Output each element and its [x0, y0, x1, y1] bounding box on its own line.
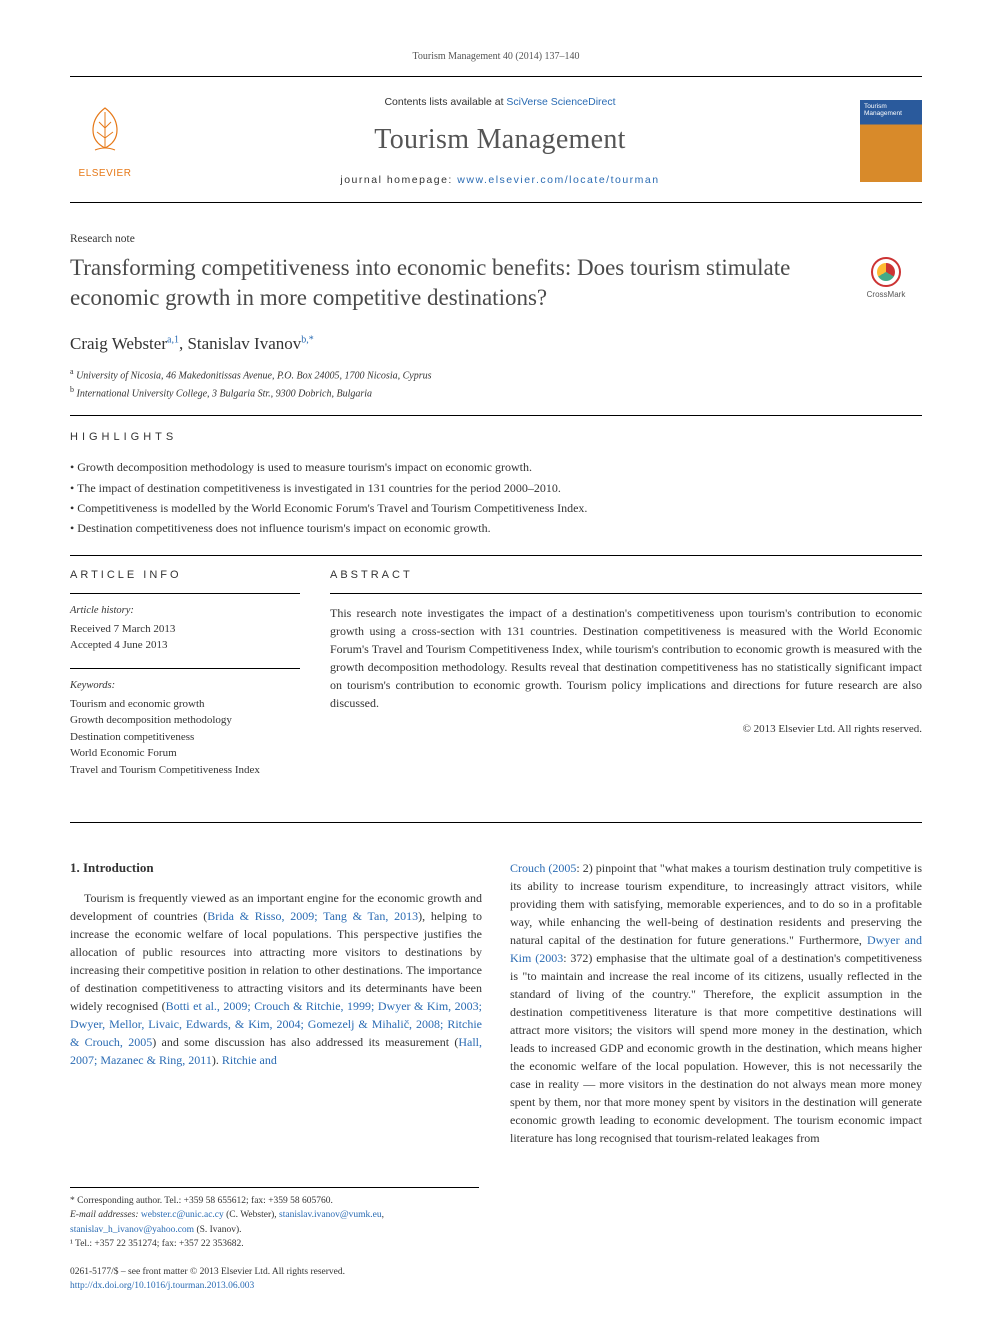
header-box: ELSEVIER Contents lists available at Sci…: [70, 77, 922, 203]
journal-cover-thumbnail[interactable]: Tourism Management: [860, 100, 922, 182]
footnotes: * Corresponding author. Tel.: +359 58 65…: [70, 1187, 479, 1251]
journal-title: Tourism Management: [156, 120, 844, 159]
crossmark-badge[interactable]: CrossMark: [850, 257, 922, 300]
crossmark-icon: [871, 257, 901, 287]
keyword-item: Destination competitiveness: [70, 729, 300, 746]
text: ) and some discussion has also addressed…: [152, 1035, 458, 1049]
email-label: E-mail addresses:: [70, 1210, 141, 1220]
email-name: (S. Ivanov).: [194, 1225, 242, 1235]
email-link[interactable]: stanislav.ivanov@vumk.eu: [279, 1210, 382, 1220]
citation-link[interactable]: Brida & Risso, 2009; Tang & Tan, 2013: [207, 909, 418, 923]
keyword-item: Travel and Tourism Competitiveness Index: [70, 762, 300, 779]
highlights-list: Growth decomposition methodology is used…: [70, 457, 922, 539]
contents-prefix: Contents lists available at: [384, 96, 506, 108]
section-1-heading: 1. Introduction: [70, 859, 482, 877]
history-accepted: Accepted 4 June 2013: [70, 637, 300, 654]
crossmark-label: CrossMark: [850, 289, 922, 300]
doi-link[interactable]: http://dx.doi.org/10.1016/j.tourman.2013…: [70, 1281, 254, 1291]
contents-line: Contents lists available at SciVerse Sci…: [156, 95, 844, 110]
text: ).: [212, 1053, 222, 1067]
corresponding-author-note: * Corresponding author. Tel.: +359 58 65…: [70, 1194, 479, 1208]
keyword-item: Growth decomposition methodology: [70, 712, 300, 729]
journal-cover-label: Tourism Management: [864, 103, 918, 117]
abstract-text: This research note investigates the impa…: [330, 604, 922, 712]
keyword-item: Tourism and economic growth: [70, 696, 300, 713]
divider: [70, 415, 922, 416]
email-sep: ,: [382, 1210, 384, 1220]
article-info-heading: ARTICLE INFO: [70, 568, 300, 594]
footnote-1: ¹ Tel.: +357 22 351274; fax: +357 22 353…: [70, 1237, 479, 1251]
abstract-heading: ABSTRACT: [330, 568, 922, 594]
affiliation-a: University of Nicosia, 46 Makedonitissas…: [76, 371, 431, 382]
abstract-copyright: © 2013 Elsevier Ltd. All rights reserved…: [330, 722, 922, 737]
affiliation-b: International University College, 3 Bulg…: [77, 388, 373, 399]
highlight-item: The impact of destination competitivenes…: [70, 478, 922, 498]
highlight-item: Destination competitiveness does not inf…: [70, 518, 922, 538]
homepage-link[interactable]: www.elsevier.com/locate/tourman: [457, 174, 659, 186]
highlight-item: Competitiveness is modelled by the World…: [70, 498, 922, 518]
citation-link[interactable]: Ritchie and: [222, 1053, 277, 1067]
homepage-prefix: journal homepage:: [340, 174, 457, 186]
email-name: (C. Webster),: [224, 1210, 279, 1220]
affil-a-sup: a: [70, 367, 74, 376]
email-link[interactable]: stanislav_h_ivanov@yahoo.com: [70, 1225, 194, 1235]
email-link[interactable]: webster.c@unic.ac.cy: [141, 1210, 224, 1220]
history-label: Article history:: [70, 604, 300, 619]
keywords-label: Keywords:: [70, 679, 300, 694]
journal-homepage: journal homepage: www.elsevier.com/locat…: [156, 173, 844, 188]
author-2: Stanislav Ivanov: [187, 334, 301, 353]
author-1-sup: a,1: [167, 335, 179, 346]
elsevier-tree-icon: [77, 102, 133, 158]
author-2-sup: b,*: [301, 335, 314, 346]
elsevier-label: ELSEVIER: [70, 167, 140, 181]
history-received: Received 7 March 2013: [70, 621, 300, 638]
divider: [70, 822, 922, 823]
issn-line: 0261-5177/$ – see front matter © 2013 El…: [70, 1265, 922, 1279]
authors-line: Craig Webstera,1, Stanislav Ivanovb,*: [70, 332, 922, 356]
highlight-item: Growth decomposition methodology is used…: [70, 457, 922, 477]
author-1: Craig Webster: [70, 334, 167, 353]
body-paragraph-left: Tourism is frequently viewed as an impor…: [70, 889, 482, 1069]
text: : 372) emphasise that the ultimate goal …: [510, 951, 922, 1145]
affiliations: a University of Nicosia, 46 Makedonitiss…: [70, 366, 922, 401]
journal-reference: Tourism Management 40 (2014) 137–140: [70, 50, 922, 64]
bottom-matter: 0261-5177/$ – see front matter © 2013 El…: [70, 1265, 922, 1294]
article-title: Transforming competitiveness into econom…: [70, 253, 834, 313]
citation-link[interactable]: Crouch (2005: [510, 861, 576, 875]
email-line: E-mail addresses: webster.c@unic.ac.cy (…: [70, 1208, 479, 1237]
affil-b-sup: b: [70, 385, 74, 394]
sciencedirect-link[interactable]: SciVerse ScienceDirect: [506, 96, 615, 108]
body-columns: 1. Introduction Tourism is frequently vi…: [70, 859, 922, 1147]
elsevier-logo[interactable]: ELSEVIER: [70, 102, 140, 181]
body-paragraph-right: Crouch (2005: 2) pinpoint that "what mak…: [510, 859, 922, 1147]
article-type: Research note: [70, 231, 922, 247]
highlights-heading: HIGHLIGHTS: [70, 430, 922, 445]
text: ), helping to increase the economic welf…: [70, 909, 482, 1013]
keyword-item: World Economic Forum: [70, 745, 300, 762]
